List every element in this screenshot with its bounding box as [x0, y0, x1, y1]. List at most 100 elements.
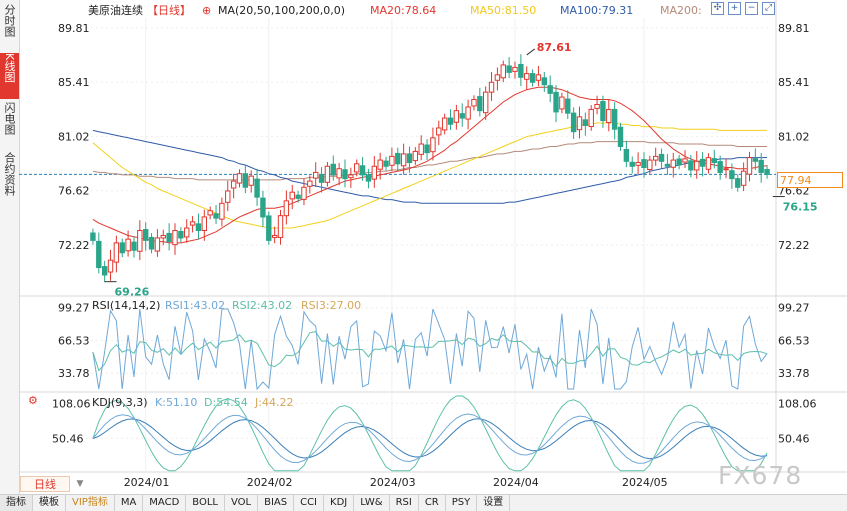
zoom-icon[interactable]: ⊕	[202, 4, 211, 17]
zoom-out-icon[interactable]: −	[745, 2, 758, 15]
rsi3-legend-value: 27.00	[330, 299, 362, 312]
candle-body	[740, 170, 747, 186]
tab-ma[interactable]: MA	[115, 495, 144, 511]
candle-body	[166, 232, 172, 243]
candle-body	[201, 216, 208, 232]
left-tab-bar: 分时图 K线图 闪电图 合约资料	[0, 0, 20, 494]
candle-body	[529, 73, 536, 83]
candle-body	[465, 106, 471, 120]
rsi1-legend-value: 43.02	[194, 299, 226, 312]
tab-flash[interactable]: 闪电图	[0, 102, 19, 148]
candle-body	[160, 234, 166, 239]
candle-body	[565, 98, 571, 114]
x-tick-label: 2024/05	[622, 476, 668, 489]
candle-body	[125, 238, 131, 252]
tab-settings[interactable]: 设置	[477, 495, 511, 511]
y-tick-label-left: 72.22	[58, 239, 90, 252]
candle-body	[359, 165, 366, 176]
tab-lw[interactable]: LW&	[354, 495, 390, 511]
crosshair-icon[interactable]: ✣	[711, 2, 724, 15]
candle-body	[412, 150, 419, 162]
rsi-y-tick-right: 99.27	[778, 302, 810, 315]
candle-body	[418, 143, 424, 155]
candle-body	[178, 231, 184, 239]
candle-body	[230, 180, 237, 189]
kdj-j-legend: J:44.22	[254, 396, 293, 409]
x-tick-label: 2024/02	[247, 476, 293, 489]
tab-kdj[interactable]: KDJ	[324, 495, 355, 511]
candle-body	[342, 169, 348, 180]
tab-psy[interactable]: PSY	[446, 495, 478, 511]
candle-body	[559, 96, 565, 110]
tab-bias[interactable]: BIAS	[258, 495, 295, 511]
tab-rsi[interactable]: RSI	[390, 495, 419, 511]
chevron-down-icon[interactable]: ▼	[76, 479, 84, 489]
candle-body	[453, 110, 460, 123]
candle-body	[289, 191, 295, 200]
kdj-j-line	[92, 395, 768, 472]
ma50-legend: MA50:81.50	[470, 4, 536, 17]
candle-body	[113, 242, 120, 263]
kdj-lines	[92, 395, 768, 472]
rsi1-legend: RSI1:43.02	[165, 299, 225, 312]
tab-boll[interactable]: BOLL	[186, 495, 225, 511]
kdj-k-legend-name: K	[155, 396, 163, 409]
candle-body	[658, 153, 665, 162]
zoom-in-icon[interactable]: +	[728, 2, 741, 15]
candle-body	[694, 160, 700, 171]
x-tick-label: 2024/01	[124, 476, 170, 489]
fullscreen-icon[interactable]: ⤢	[762, 2, 775, 15]
tab-indicator[interactable]: 指标	[0, 495, 33, 511]
candle-body	[436, 127, 442, 136]
candle-body	[699, 158, 706, 167]
ma20-legend-name: MA20	[370, 4, 401, 17]
y-tick-label-right: 85.41	[778, 76, 810, 89]
tab-template[interactable]: 模板	[33, 495, 66, 511]
candle-body	[213, 213, 219, 219]
tab-vol[interactable]: VOL	[225, 495, 259, 511]
ma50-line	[92, 122, 768, 229]
candle-body	[606, 108, 612, 124]
ma200-line	[92, 141, 768, 181]
kdj-y-tick-right: 108.06	[778, 397, 817, 410]
tab-cci[interactable]: CCI	[294, 495, 325, 511]
candle-body	[477, 96, 483, 112]
candle-body	[354, 163, 360, 173]
tab-timeshare[interactable]: 分时图	[0, 4, 19, 50]
kdj-k-legend-value: 51.10	[166, 396, 198, 409]
ma200-legend: MA200:	[660, 4, 702, 17]
kdj-settings-icon[interactable]: ⚙	[28, 394, 38, 407]
candle-body	[688, 160, 694, 171]
candle-body	[307, 180, 313, 187]
x-tick-label: 2024/04	[493, 476, 539, 489]
candle-body	[424, 144, 430, 154]
tab-vip-indicator[interactable]: VIP指标	[66, 495, 115, 511]
rsi-y-tick-right: 66.53	[778, 334, 810, 347]
tab-kline[interactable]: K线图	[0, 53, 19, 99]
tab-macd[interactable]: MACD	[143, 495, 187, 511]
candle-body	[377, 159, 383, 170]
candle-body	[459, 113, 465, 119]
tab-flash-label: 闪电图	[3, 102, 16, 135]
candle-body	[318, 173, 325, 183]
rsi-indicator-label: RSI(14,14,2)	[92, 299, 160, 312]
rsi-y-tick-left: 66.53	[58, 334, 90, 347]
candle-body	[541, 77, 548, 86]
candle-body	[705, 157, 712, 170]
candle-body	[758, 159, 764, 173]
kdj-d-legend: D:54.54	[204, 396, 248, 409]
candle-body	[717, 161, 723, 173]
kdj-d-legend-name: D	[204, 396, 212, 409]
tab-contract-info[interactable]: 合约资料	[0, 152, 19, 212]
candle-body	[729, 170, 735, 180]
period-selector[interactable]: 日线	[20, 476, 70, 492]
candle-body	[248, 175, 254, 186]
candle-body	[746, 157, 753, 175]
candles	[90, 54, 770, 283]
tab-cr[interactable]: CR	[419, 495, 446, 511]
ma20-legend: MA20:78.64	[370, 4, 436, 17]
low-annotation: 69.26	[115, 286, 150, 299]
candle-body	[107, 259, 114, 273]
rsi-y-tick-left: 99.27	[58, 302, 90, 315]
